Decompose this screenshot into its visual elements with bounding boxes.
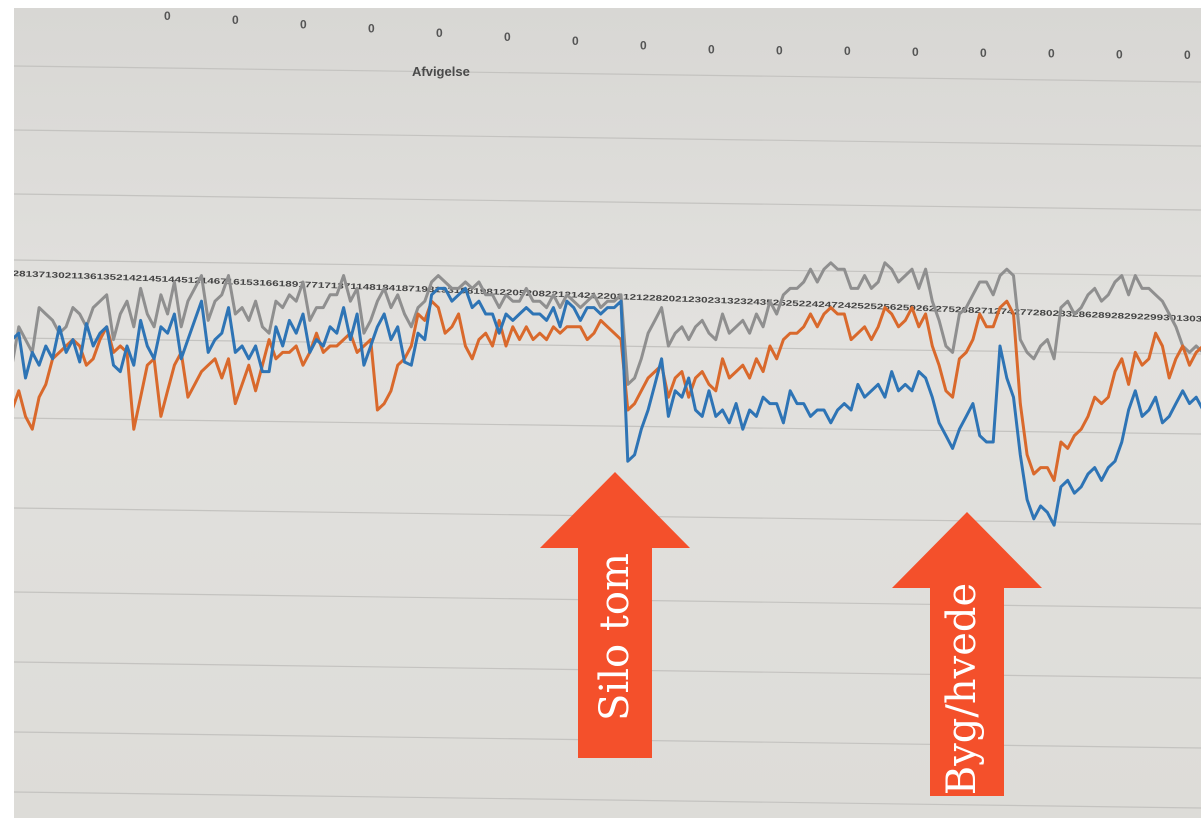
top-axis-tick-13: 0 (1048, 47, 1055, 61)
top-axis-tick-2: 0 (300, 17, 307, 31)
series-line-2 (14, 261, 1201, 386)
top-axis-tick-6: 0 (572, 34, 579, 48)
series-line-1 (14, 299, 1201, 482)
gridline-4 (14, 337, 1201, 355)
annotation-label-byg-hvede: Byg/hvede (939, 582, 985, 796)
top-axis-tick-9: 0 (776, 43, 783, 57)
top-axis-tick-4: 0 (436, 26, 443, 40)
gridline-0 (14, 65, 1201, 83)
gridline-10 (14, 791, 1201, 809)
top-axis-tick-15: 0 (1184, 48, 1191, 62)
gridline-3 (14, 259, 1201, 277)
annotation-label-silo-tom: Silo tom (592, 553, 638, 721)
gridline-5 (14, 417, 1201, 435)
annotation-arrow-silo-tom: Silo tom (540, 472, 690, 758)
top-axis-tick-5: 0 (504, 30, 511, 44)
top-axis-tick-8: 0 (708, 43, 715, 57)
arrow-up-icon (892, 512, 1042, 796)
arrow-up-icon (540, 472, 690, 758)
photo-stage: 0 0 0 0 0 0 0 0 0 0 0 0 0 0 0 0 Afvigelse 128137130211361… (14, 8, 1201, 818)
top-axis-tick-7: 0 (640, 38, 647, 52)
top-axis-tick-12: 0 (980, 46, 987, 60)
top-axis-tick-1: 0 (232, 13, 239, 27)
top-axis-tick-0: 0 (164, 9, 171, 23)
top-axis-tick-11: 0 (912, 45, 919, 59)
top-axis-tick-14: 0 (1116, 47, 1123, 61)
top-axis-tick-10: 0 (844, 44, 851, 58)
gridline-2 (14, 193, 1201, 211)
chart-title: Afvigelse (412, 64, 470, 79)
series-line-0 (14, 286, 1201, 527)
annotation-arrow-byg-hvede: Byg/hvede (892, 512, 1042, 796)
top-axis-tick-3: 0 (368, 22, 375, 36)
gridline-1 (14, 129, 1201, 147)
